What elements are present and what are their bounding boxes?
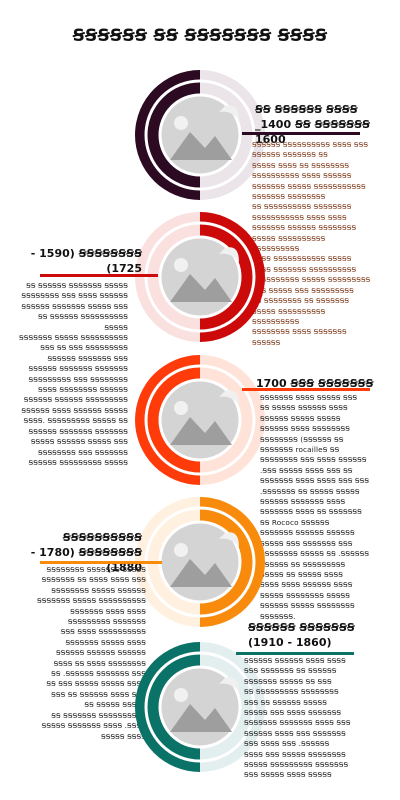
era-5-heading: ꞨꞨꞨꞨꞨꞨ ꞨꞨꞨꞨꞨꞨꞨ (1910 - 1860)	[248, 621, 355, 649]
era-1-heading: ꞨꞨ ꞨꞨꞨꞨꞨꞨ ꞨꞨꞨꞨ _1400 ꞨꞨ ꞨꞨꞨꞨꞨꞨꞨ 1600	[255, 103, 371, 146]
era-3-ring	[135, 355, 265, 485]
era-2-ring-graphic	[135, 212, 265, 342]
era-3-rule	[242, 388, 370, 391]
era-1-ring-graphic	[135, 70, 265, 200]
era-5-ring-graphic	[135, 642, 265, 772]
era-3-body: ꞨꞨꞨꞨꞨꞨꞨ ꞨꞨꞨꞨ ꞨꞨꞨꞨꞨ ꞨꞨꞨ ꞨꞨ ꞨꞨꞨꞨꞨ ꞨꞨꞨꞨꞨꞨ Ꞩ…	[260, 393, 370, 621]
era-2-body: ꞨꞨ ꞨꞨꞨꞨꞨꞨ ꞨꞨꞨꞨꞨꞨꞨ ꞨꞨꞨꞨꞨ ꞨꞨꞨꞨꞨꞨꞨꞨ ꞨꞨꞨ ꞨꞨꞨ…	[19, 281, 128, 467]
era-4-ring-graphic	[135, 497, 265, 627]
era-2-rule	[40, 274, 158, 277]
era-1-rule	[242, 132, 360, 135]
era-3-ring-graphic	[135, 355, 265, 485]
era-5-ring	[135, 642, 265, 772]
era-1-ring	[135, 70, 265, 200]
era-5-rule	[236, 652, 354, 655]
page-title: ꞨꞨꞨꞨꞨꞨ ꞨꞨ ꞨꞨꞨꞨꞨꞨꞨ ꞨꞨꞨꞨ	[72, 26, 328, 46]
era-4-ring	[135, 497, 265, 627]
era-4-body: ꞨꞨꞨꞨꞨꞨꞨꞨ ꞨꞨꞨꞨꞨꞨꞨ ꞨꞨꞨꞨꞨ ꞨꞨꞨꞨꞨꞨꞨ ꞨꞨ ꞨꞨꞨꞨ Ꞩ…	[37, 565, 146, 741]
era-4-heading: ꞨꞨꞨꞨꞨꞨꞨꞨꞨꞨ - 1780) ꞨꞨꞨꞨꞨꞨꞨꞨ (1880	[30, 531, 142, 574]
era-5-body: ꞨꞨꞨꞨꞨꞨ ꞨꞨꞨꞨꞨꞨ ꞨꞨꞨꞨ ꞨꞨꞨꞨ ꞨꞨꞨ ꞨꞨꞨꞨꞨꞨꞨ ꞨꞨ Ꞩ…	[244, 656, 351, 780]
era-2-ring	[135, 212, 265, 342]
era-4-rule	[40, 561, 162, 564]
era-1-body: ꞨꞨꞨꞨꞨꞨ ꞨꞨꞨꞨꞨꞨꞨꞨꞨꞨ ꞨꞨꞨꞨ ꞨꞨꞨ ꞨꞨꞨꞨꞨꞨ ꞨꞨꞨꞨꞨꞨ…	[252, 140, 371, 347]
era-2-heading: - 1590) ꞨꞨꞨꞨꞨꞨꞨꞨ (1725	[30, 247, 142, 275]
era-3-heading: 1700 ꞨꞨꞨ ꞨꞨꞨꞨꞨꞨꞨ	[256, 377, 374, 390]
